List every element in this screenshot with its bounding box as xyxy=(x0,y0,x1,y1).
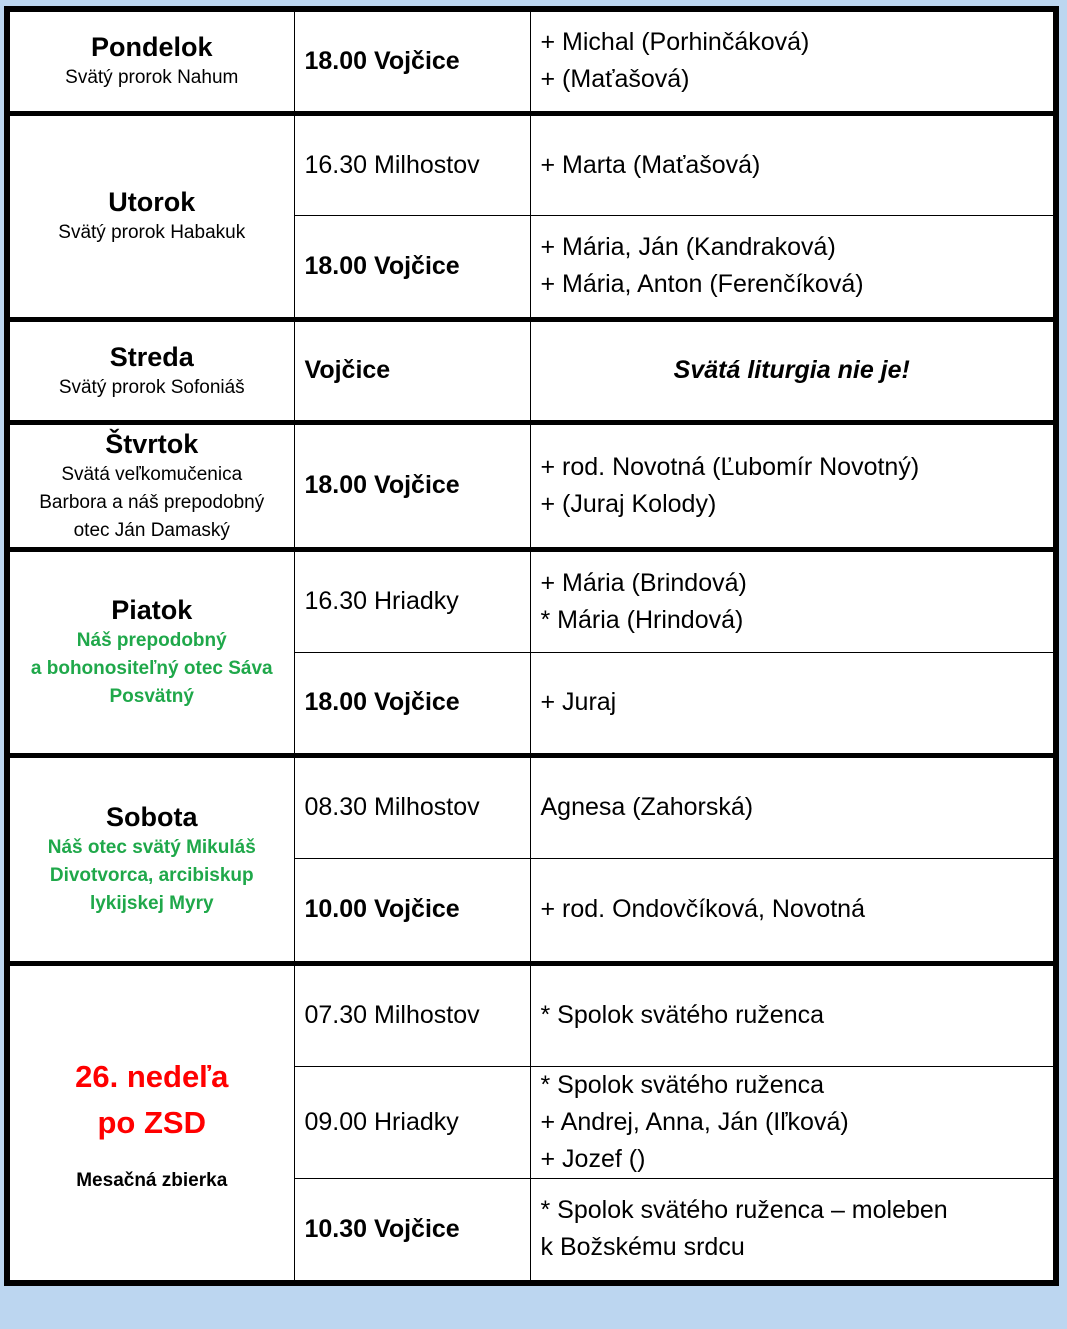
intentions-cell: + Michal (Porhinčáková) + (Maťašová) xyxy=(529,9,1057,114)
service-row: 09.00 Hriadky * Spolok svätého ruženca + A… xyxy=(7,1065,1057,1179)
intention: + Juraj xyxy=(540,688,617,716)
day-cell: Utorok Svätý prorok Habakuk xyxy=(6,110,295,320)
feast-subtitle: Posvätný xyxy=(109,686,194,707)
intention: * Spolok svätého ruženca xyxy=(540,1001,825,1029)
intention: * Mária (Hrindová) xyxy=(540,605,744,634)
service-time-place: 18.00 Vojčice xyxy=(293,214,531,320)
intentions-cell: Agnesa (Zahorská) xyxy=(529,752,1057,859)
feast-subtitle: Svätý prorok Sofoniáš xyxy=(58,376,245,398)
intention: + Marta (Maťašová) xyxy=(540,150,761,179)
intention: + Andrej, Anna, Ján (Iľková) xyxy=(540,1107,849,1136)
service-time-place: 16.30 Hriadky xyxy=(293,546,531,653)
service-row: Streda Svätý prorok Sofoniáš Vojčice Svätá … xyxy=(6,316,1057,423)
intentions-cell: * Spolok svätého ruženca xyxy=(529,960,1057,1067)
intention: * Spolok svätého ruženca – moleben xyxy=(540,1196,948,1225)
intentions-cell: + Juraj xyxy=(529,651,1057,756)
collection-note: Mesačná zbierka xyxy=(76,1169,228,1191)
intention: + Mária (Brindová) xyxy=(540,568,747,597)
intention: + Jozef () xyxy=(540,1144,646,1173)
day-cell: Streda Svätý prorok Sofoniáš xyxy=(6,316,295,423)
intention: + Mária, Anton (Ferenčíková) xyxy=(540,270,864,298)
day-name: Piatok xyxy=(111,595,193,625)
intentions-cell: + Mária, Ján (Kandraková) + Mária, Anton … xyxy=(529,214,1057,320)
feast-subtitle: Náš otec svätý Mikuláš xyxy=(47,837,256,858)
service-time-place: 18.00 Vojčice xyxy=(293,651,531,756)
service-row: Štvrtok Svätá veľkomučenica Barbora a náš … xyxy=(6,419,1057,550)
feast-subtitle: Svätý prorok Habakuk xyxy=(58,222,246,243)
day-cell: Piatok Náš prepodobný a bohonositeľný otec… xyxy=(6,546,295,756)
service-time-place: 10.00 Vojčice xyxy=(293,857,531,964)
service-time-place: 09.00 Hriadky xyxy=(293,1065,531,1179)
service-row: 26. nedeľa po ZSD Mesačná zbierka 07.30 Mi… xyxy=(6,960,1057,1284)
feast-subtitle: Barbora a náš prepodobný xyxy=(39,491,265,513)
service-row: 10.00 Vojčice + rod. Ondovčíková, Novotná xyxy=(7,857,1057,964)
intention: k Božskému srdcu xyxy=(540,1233,745,1262)
day-cell: 26. nedeľa po ZSD Mesačná zbierka xyxy=(6,960,295,1284)
intention: Agnesa (Zahorská) xyxy=(540,793,754,821)
service-time-place: 10.30 Vojčice xyxy=(293,1177,531,1284)
feast-subtitle: Svätý prorok Nahum xyxy=(65,67,239,89)
intentions-cell: Svätá liturgia nie je! xyxy=(529,316,1057,423)
feast-subtitle: otec Ján Damaský xyxy=(73,519,230,541)
service-time-place: 08.30 Milhostov xyxy=(293,752,531,859)
feast-subtitle: Divotvorca, arcibiskup xyxy=(49,865,254,886)
feast-subtitle: lykijskej Myry xyxy=(89,893,214,914)
intention: + Mária, Ján (Kandraková) xyxy=(540,233,836,261)
day-name: 26. nedeľa po ZSD xyxy=(75,1058,229,1140)
day-name: Pondelok xyxy=(90,32,213,63)
intention: * Spolok svätého ruženca xyxy=(540,1070,825,1099)
intentions-cell: + rod. Ondovčíková, Novotná xyxy=(529,857,1057,964)
service-row: Piatok Náš prepodobný a bohonositeľný otec… xyxy=(6,546,1057,756)
intention: + (Juraj Kolody) xyxy=(540,489,717,518)
service-time-place: 18.00 Vojčice xyxy=(293,9,531,114)
service-time-place: 07.30 Milhostov xyxy=(293,960,531,1067)
liturgy-schedule-table: Pondelok Svätý prorok Nahum 18.00 Vojčice +… xyxy=(4,6,1059,1286)
day-name: Sobota xyxy=(106,802,198,832)
feast-subtitle: a bohonositeľný otec Sáva xyxy=(30,658,273,679)
day-cell: Štvrtok Svätá veľkomučenica Barbora a náš … xyxy=(6,419,295,550)
service-time-place: Vojčice xyxy=(293,316,531,423)
intentions-cell: + Marta (Maťašová) xyxy=(529,110,1057,216)
intentions-cell: * Spolok svätého ruženca + Andrej, Anna, … xyxy=(529,1065,1057,1179)
intention: + (Maťašová) xyxy=(540,65,690,94)
feast-subtitle: Svätá veľkomučenica xyxy=(61,463,243,485)
service-row: 18.00 Vojčice + Juraj xyxy=(7,651,1057,756)
service-row: Utorok Svätý prorok Habakuk 16.30 Milhosto… xyxy=(6,110,1057,320)
day-name: Štvrtok xyxy=(105,428,199,459)
service-row: Pondelok Svätý prorok Nahum 18.00 Vojčice +… xyxy=(6,9,1057,114)
intention: + rod. Novotná (Ľubomír Novotný) xyxy=(540,452,920,481)
service-row: 10.30 Vojčice * Spolok svätého ruženca – … xyxy=(7,1177,1057,1284)
service-time-place: 18.00 Vojčice xyxy=(293,419,531,550)
intentions-cell: + Mária (Brindová) * Mária (Hrindová) xyxy=(529,546,1057,653)
feast-subtitle: Náš prepodobný xyxy=(76,630,227,651)
intentions-cell: + rod. Novotná (Ľubomír Novotný) + (Juraj… xyxy=(529,419,1057,550)
service-row: 18.00 Vojčice + Mária, Ján (Kandraková) + … xyxy=(7,214,1057,320)
day-name: Utorok xyxy=(108,187,196,217)
day-name: Streda xyxy=(109,341,194,372)
day-cell: Pondelok Svätý prorok Nahum xyxy=(6,9,295,114)
day-cell: Sobota Náš otec svätý Mikuláš Divotvorca, … xyxy=(6,752,295,964)
service-row: Sobota Náš otec svätý Mikuláš Divotvorca, … xyxy=(6,752,1057,964)
intention: Svätá liturgia nie je! xyxy=(673,356,910,384)
service-time-place: 16.30 Milhostov xyxy=(293,110,531,216)
intention: + Michal (Porhinčáková) xyxy=(540,28,810,57)
intentions-cell: * Spolok svätého ruženca – moleben k Božs… xyxy=(529,1177,1057,1284)
intention: + rod. Ondovčíková, Novotná xyxy=(540,895,866,923)
